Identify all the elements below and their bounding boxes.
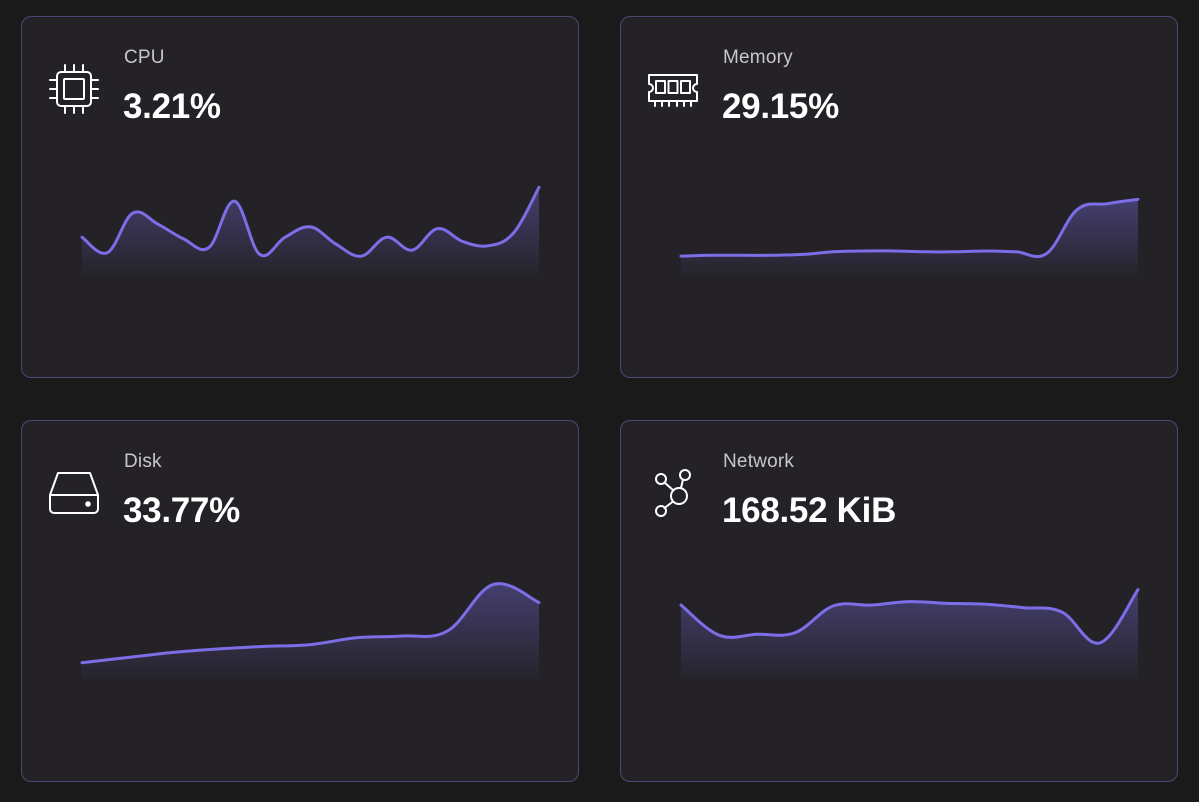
network-card[interactable]: Network 168.52 KiB — [620, 420, 1178, 782]
sparkline-line — [679, 197, 1140, 259]
sparkline-line — [679, 588, 1140, 645]
sparkline-area — [82, 187, 539, 275]
card-value: 29.15% — [722, 87, 839, 126]
card-value: 3.21% — [123, 87, 221, 126]
sparkline-area — [681, 199, 1138, 275]
sparkline-line — [80, 185, 541, 258]
cpu-sparkline — [80, 185, 541, 275]
hard-drive-icon — [46, 465, 102, 521]
sparkline-line — [80, 582, 541, 665]
memory-sparkline — [679, 197, 1140, 275]
network-sparkline — [679, 588, 1140, 679]
sparkline-area — [82, 583, 539, 679]
sparkline-area — [681, 589, 1138, 679]
card-value: 33.77% — [123, 491, 240, 530]
memory-module-icon — [645, 61, 701, 117]
cpu-chip-icon — [46, 61, 102, 117]
disk-sparkline — [80, 582, 541, 679]
cpu-card[interactable]: CPU 3.21% — [21, 16, 579, 378]
network-nodes-icon — [645, 465, 701, 521]
card-label: CPU — [124, 47, 165, 68]
card-label: Network — [723, 451, 795, 472]
card-label: Memory — [723, 47, 793, 68]
card-value: 168.52 KiB — [722, 491, 897, 530]
disk-card[interactable]: Disk 33.77% — [21, 420, 579, 782]
card-label: Disk — [124, 451, 162, 472]
memory-card[interactable]: Memory 29.15% — [620, 16, 1178, 378]
